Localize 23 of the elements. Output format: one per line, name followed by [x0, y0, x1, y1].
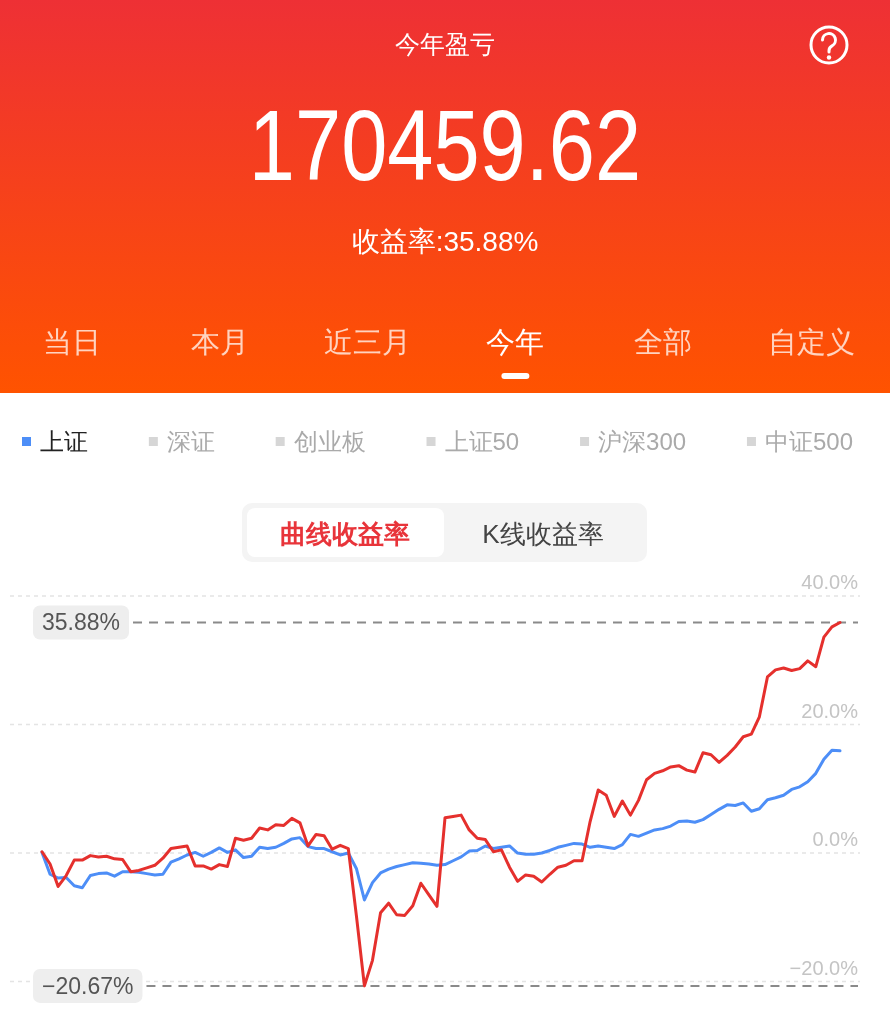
legend-label: 上证	[40, 428, 88, 455]
text: 全部	[634, 326, 693, 358]
text: 上证50	[444, 428, 520, 455]
y-tick-label: 20.0%	[801, 699, 859, 722]
ref-line-label: 35.88%	[42, 609, 121, 636]
text: 收益率:35.88%	[351, 226, 539, 257]
text: 创业板	[293, 428, 366, 455]
text: 沪深300	[598, 428, 687, 455]
text: 今年	[486, 326, 545, 358]
text: 曲线收益率	[280, 519, 410, 549]
text: 当日	[43, 326, 101, 358]
text: 近三月	[324, 326, 412, 358]
chart-subtitle: 170459.62	[248, 89, 642, 201]
y-tick-label: −20.0%	[789, 956, 859, 979]
text: 中证500	[764, 428, 853, 455]
y-tick-label: 0.0%	[812, 828, 859, 851]
text: K线收益率	[482, 519, 604, 549]
chart-title: 今年盈亏	[395, 30, 495, 58]
text: 自定义	[767, 326, 855, 358]
y-tick-label: 40.0%	[801, 571, 859, 593]
ref-line-label: −20.67%	[42, 972, 134, 999]
text: 本月	[190, 326, 249, 358]
text: 深证	[166, 428, 215, 455]
